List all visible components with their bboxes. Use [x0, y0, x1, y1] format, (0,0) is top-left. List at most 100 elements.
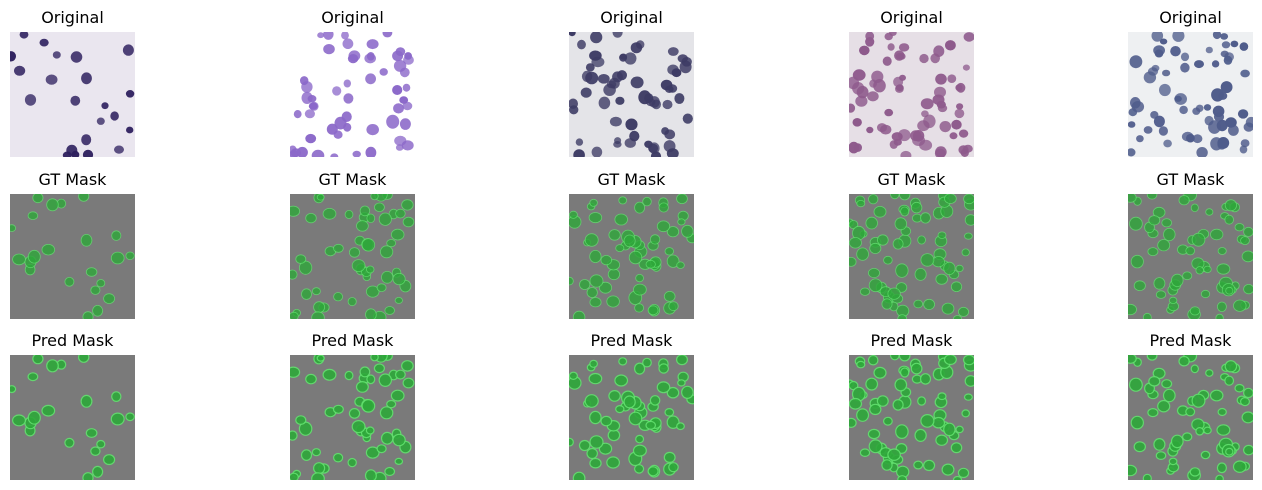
cell-blob — [889, 355, 900, 361]
cell-blob — [322, 207, 337, 220]
cell-blob — [402, 377, 415, 389]
cell-blob — [935, 273, 948, 285]
cell-blob — [1130, 254, 1144, 269]
cell-blob — [1223, 55, 1233, 65]
panel-title: Pred Mask — [311, 331, 394, 350]
cell-blob — [859, 448, 871, 458]
cell-blob — [615, 404, 625, 414]
image-background — [1128, 194, 1253, 319]
cell-blob — [914, 268, 927, 281]
cell-blob — [935, 73, 947, 85]
cell-blob — [305, 213, 317, 224]
cell-blob — [316, 194, 325, 201]
cell-blob — [849, 417, 857, 428]
cell-blob — [603, 83, 616, 96]
cell-blob — [607, 268, 621, 281]
cell-blob — [913, 460, 924, 470]
cell-blob — [82, 149, 94, 157]
cell-blob — [887, 43, 895, 51]
cell-blob — [1217, 247, 1227, 255]
cell-blob — [963, 32, 974, 42]
cell-blob — [869, 242, 882, 254]
cell-blob — [365, 308, 377, 319]
cell-blob — [390, 389, 405, 402]
cell-blob — [1224, 199, 1238, 212]
cell-blob — [865, 216, 878, 230]
cell-blob — [66, 144, 78, 156]
cell-blob — [584, 394, 599, 408]
segmentation-mask-image — [849, 355, 974, 480]
cell-blob — [941, 463, 955, 476]
cell-blob — [1241, 250, 1253, 263]
cell-blob — [290, 205, 300, 217]
cell-blob — [682, 113, 693, 124]
cell-blob — [322, 368, 337, 381]
cell-blob — [365, 285, 380, 298]
cell-blob — [300, 449, 313, 461]
cell-blob — [914, 428, 927, 443]
cell-blob — [624, 52, 637, 65]
cell-blob — [1129, 216, 1143, 231]
cell-blob — [366, 374, 376, 385]
cell-blob — [1215, 313, 1224, 319]
cell-blob — [671, 68, 682, 78]
cell-blob — [309, 101, 319, 111]
cell-blob — [612, 32, 623, 38]
cell-blob — [110, 111, 119, 121]
cell-blob — [889, 32, 897, 36]
cell-blob — [392, 272, 406, 286]
cell-blob — [1159, 38, 1168, 45]
panel-title: GT Mask — [877, 170, 946, 189]
cell-blob — [900, 150, 912, 157]
segmentation-mask-image — [1128, 194, 1253, 319]
cell-blob — [920, 414, 935, 428]
cell-blob — [586, 447, 598, 460]
cell-blob — [313, 462, 326, 475]
cell-blob — [392, 433, 406, 447]
cell-blob — [365, 73, 376, 85]
cell-blob — [19, 32, 29, 39]
cell-blob — [608, 390, 621, 402]
cell-blob — [1163, 227, 1176, 242]
cell-blob — [24, 94, 37, 106]
cell-blob — [849, 237, 862, 249]
cell-blob — [304, 109, 315, 119]
cell-blob — [917, 120, 930, 132]
cell-blob — [102, 454, 116, 466]
cell-blob — [635, 274, 644, 283]
cell-blob — [1239, 396, 1250, 407]
cell-blob — [1174, 93, 1187, 105]
cell-blob — [311, 287, 321, 296]
cell-blob — [1185, 407, 1196, 417]
cell-blob — [399, 67, 410, 78]
cell-blob — [664, 247, 675, 256]
cell-blob — [1189, 306, 1201, 316]
cell-blob — [384, 306, 395, 315]
cell-blob — [953, 315, 962, 319]
cell-blob — [952, 475, 963, 480]
cell-blob — [1217, 407, 1227, 417]
cell-blob — [342, 38, 354, 49]
cell-blob — [323, 32, 334, 40]
cell-blob — [895, 263, 909, 278]
cell-blob — [1128, 377, 1143, 392]
cell-blob — [634, 303, 644, 313]
cell-blob — [394, 457, 404, 466]
cell-blob — [910, 362, 923, 375]
cell-blob — [82, 311, 94, 319]
cell-blob — [625, 118, 638, 131]
cell-blob — [344, 370, 354, 381]
cell-blob — [78, 355, 90, 363]
cell-blob — [932, 256, 945, 268]
cell-blob — [887, 287, 901, 300]
cell-blob — [899, 74, 906, 81]
cell-blob — [1136, 135, 1144, 143]
cell-blob — [883, 416, 893, 426]
panel-title: Original — [321, 8, 384, 27]
cell-blob — [394, 135, 407, 146]
cell-blob — [873, 205, 887, 218]
cell-blob — [126, 126, 134, 134]
cell-blob — [1158, 126, 1168, 136]
cell-blob — [964, 214, 974, 226]
cell-blob — [1180, 62, 1190, 73]
